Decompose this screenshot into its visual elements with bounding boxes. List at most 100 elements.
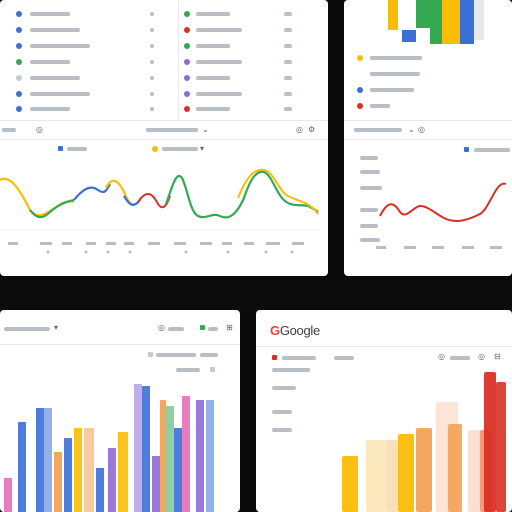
chart-toolbar: ⌄ ◎ bbox=[344, 120, 512, 140]
chart-toolbar: ◎ ◎ ⊟ bbox=[256, 346, 512, 367]
bar-12 bbox=[134, 384, 142, 512]
bar-3 bbox=[402, 30, 416, 42]
bar-11 bbox=[118, 432, 128, 512]
share-icon[interactable]: ⊞ bbox=[226, 323, 233, 332]
panel-bottom-right: GGoogle ◎ ◎ ⊟ bbox=[256, 310, 512, 512]
list-item[interactable] bbox=[0, 72, 328, 84]
panel-bottom-left: ▾ ◎ ⊞ bbox=[0, 310, 240, 512]
y-axis-labels bbox=[360, 152, 384, 244]
bar-14 bbox=[152, 456, 160, 512]
bar-3 bbox=[386, 440, 398, 512]
legend-dot-red bbox=[357, 103, 363, 109]
filter-icon[interactable] bbox=[200, 325, 205, 330]
status-dot-secondary bbox=[184, 11, 190, 17]
bar-4 bbox=[44, 408, 52, 512]
chart-toolbar: ▾ ◎ ⊞ bbox=[0, 310, 240, 345]
bar-5 bbox=[442, 0, 460, 44]
legend-dot-blue bbox=[357, 87, 363, 93]
list-item[interactable] bbox=[0, 40, 328, 52]
bar-5 bbox=[416, 428, 432, 512]
series-line-yellow bbox=[0, 177, 75, 217]
google-logo: GGoogle bbox=[270, 323, 320, 338]
refresh-icon[interactable]: ◎ bbox=[296, 125, 303, 134]
status-dot bbox=[16, 27, 22, 33]
bar-chart bbox=[4, 384, 214, 512]
series-line-yellow-2 bbox=[105, 179, 139, 206]
bar-1 bbox=[4, 478, 12, 512]
list-item[interactable] bbox=[0, 24, 328, 36]
bar-6 bbox=[64, 438, 72, 512]
status-dot bbox=[16, 43, 22, 49]
bar-10 bbox=[484, 372, 496, 512]
bar-15 bbox=[160, 400, 166, 512]
list-item[interactable] bbox=[0, 88, 328, 100]
x-axis-labels bbox=[376, 246, 502, 249]
status-dot bbox=[16, 106, 22, 112]
status-dot-secondary bbox=[184, 91, 190, 97]
legend-swatch-blue bbox=[58, 146, 63, 151]
bar-2 bbox=[366, 440, 386, 512]
bar-6 bbox=[460, 0, 474, 44]
series-line-green bbox=[29, 198, 75, 219]
series-line-blue bbox=[73, 183, 111, 201]
list-item[interactable] bbox=[0, 56, 328, 68]
bar-20 bbox=[206, 400, 214, 512]
bar-17 bbox=[174, 428, 182, 512]
chevron-down-icon[interactable]: ⌄ bbox=[408, 125, 415, 134]
info-icon[interactable]: ◎ bbox=[36, 125, 43, 134]
line-chart bbox=[0, 168, 320, 254]
bar-1 bbox=[388, 0, 398, 30]
share-icon[interactable]: ⊟ bbox=[494, 352, 501, 361]
panel-top-right: ⌄ ◎ bbox=[344, 0, 512, 276]
chevron-down-icon[interactable]: ⌄ bbox=[202, 125, 209, 134]
chart-subtoolbar bbox=[0, 346, 240, 376]
bar-10 bbox=[108, 448, 116, 512]
chart-toolbar: ◎ ⌄ ◎ ⚙ bbox=[0, 120, 328, 140]
status-dot-secondary bbox=[184, 43, 190, 49]
bar-3 bbox=[36, 408, 44, 512]
chevron-down-icon[interactable]: ▾ bbox=[54, 323, 59, 332]
series-line-red bbox=[137, 193, 171, 209]
legend-dropdown-icon[interactable]: ▾ bbox=[200, 144, 205, 153]
bar-9 bbox=[96, 468, 104, 512]
list-item[interactable] bbox=[0, 103, 328, 115]
status-dot bbox=[16, 91, 22, 97]
settings-icon[interactable]: ⚙ bbox=[308, 125, 316, 134]
bar-7 bbox=[74, 428, 82, 512]
bar-19 bbox=[196, 400, 204, 512]
bar-7 bbox=[474, 0, 484, 40]
list-item[interactable] bbox=[0, 8, 328, 20]
status-dot-secondary bbox=[184, 27, 190, 33]
bar-7 bbox=[448, 424, 462, 512]
bar-1 bbox=[342, 456, 358, 512]
info-icon[interactable]: ◎ bbox=[418, 125, 425, 134]
status-dot bbox=[16, 11, 22, 17]
series-line-red bbox=[379, 182, 507, 222]
metrics-list bbox=[0, 0, 328, 120]
info-icon[interactable]: ◎ bbox=[158, 323, 165, 332]
status-dot-secondary bbox=[184, 59, 190, 65]
status-dot bbox=[16, 75, 22, 81]
filter-icon[interactable]: ◎ bbox=[438, 352, 445, 361]
line-chart-red bbox=[376, 182, 507, 249]
bar-2 bbox=[416, 0, 430, 28]
legend-dot-yellow bbox=[357, 55, 363, 61]
settings-icon[interactable]: ◎ bbox=[478, 352, 485, 361]
bar-8 bbox=[84, 428, 94, 512]
bar-4 bbox=[398, 434, 414, 512]
legend-swatch-yellow bbox=[152, 146, 158, 152]
y-axis-labels bbox=[272, 366, 312, 436]
bar-chart bbox=[342, 372, 506, 512]
legend-swatch-blue bbox=[464, 147, 469, 152]
bar-16 bbox=[166, 406, 174, 512]
bar-18 bbox=[182, 396, 190, 512]
panel-top-left: ◎ ⌄ ◎ ⚙ ▾ bbox=[0, 0, 328, 276]
x-axis-labels bbox=[8, 242, 304, 254]
status-dot-secondary bbox=[184, 75, 190, 81]
bar-8 bbox=[468, 430, 480, 512]
series-line-green-2 bbox=[164, 170, 319, 219]
bar-13 bbox=[142, 386, 150, 512]
bar-5 bbox=[54, 452, 62, 512]
bar-11 bbox=[496, 382, 506, 512]
series-line-yellow-3 bbox=[237, 168, 319, 215]
